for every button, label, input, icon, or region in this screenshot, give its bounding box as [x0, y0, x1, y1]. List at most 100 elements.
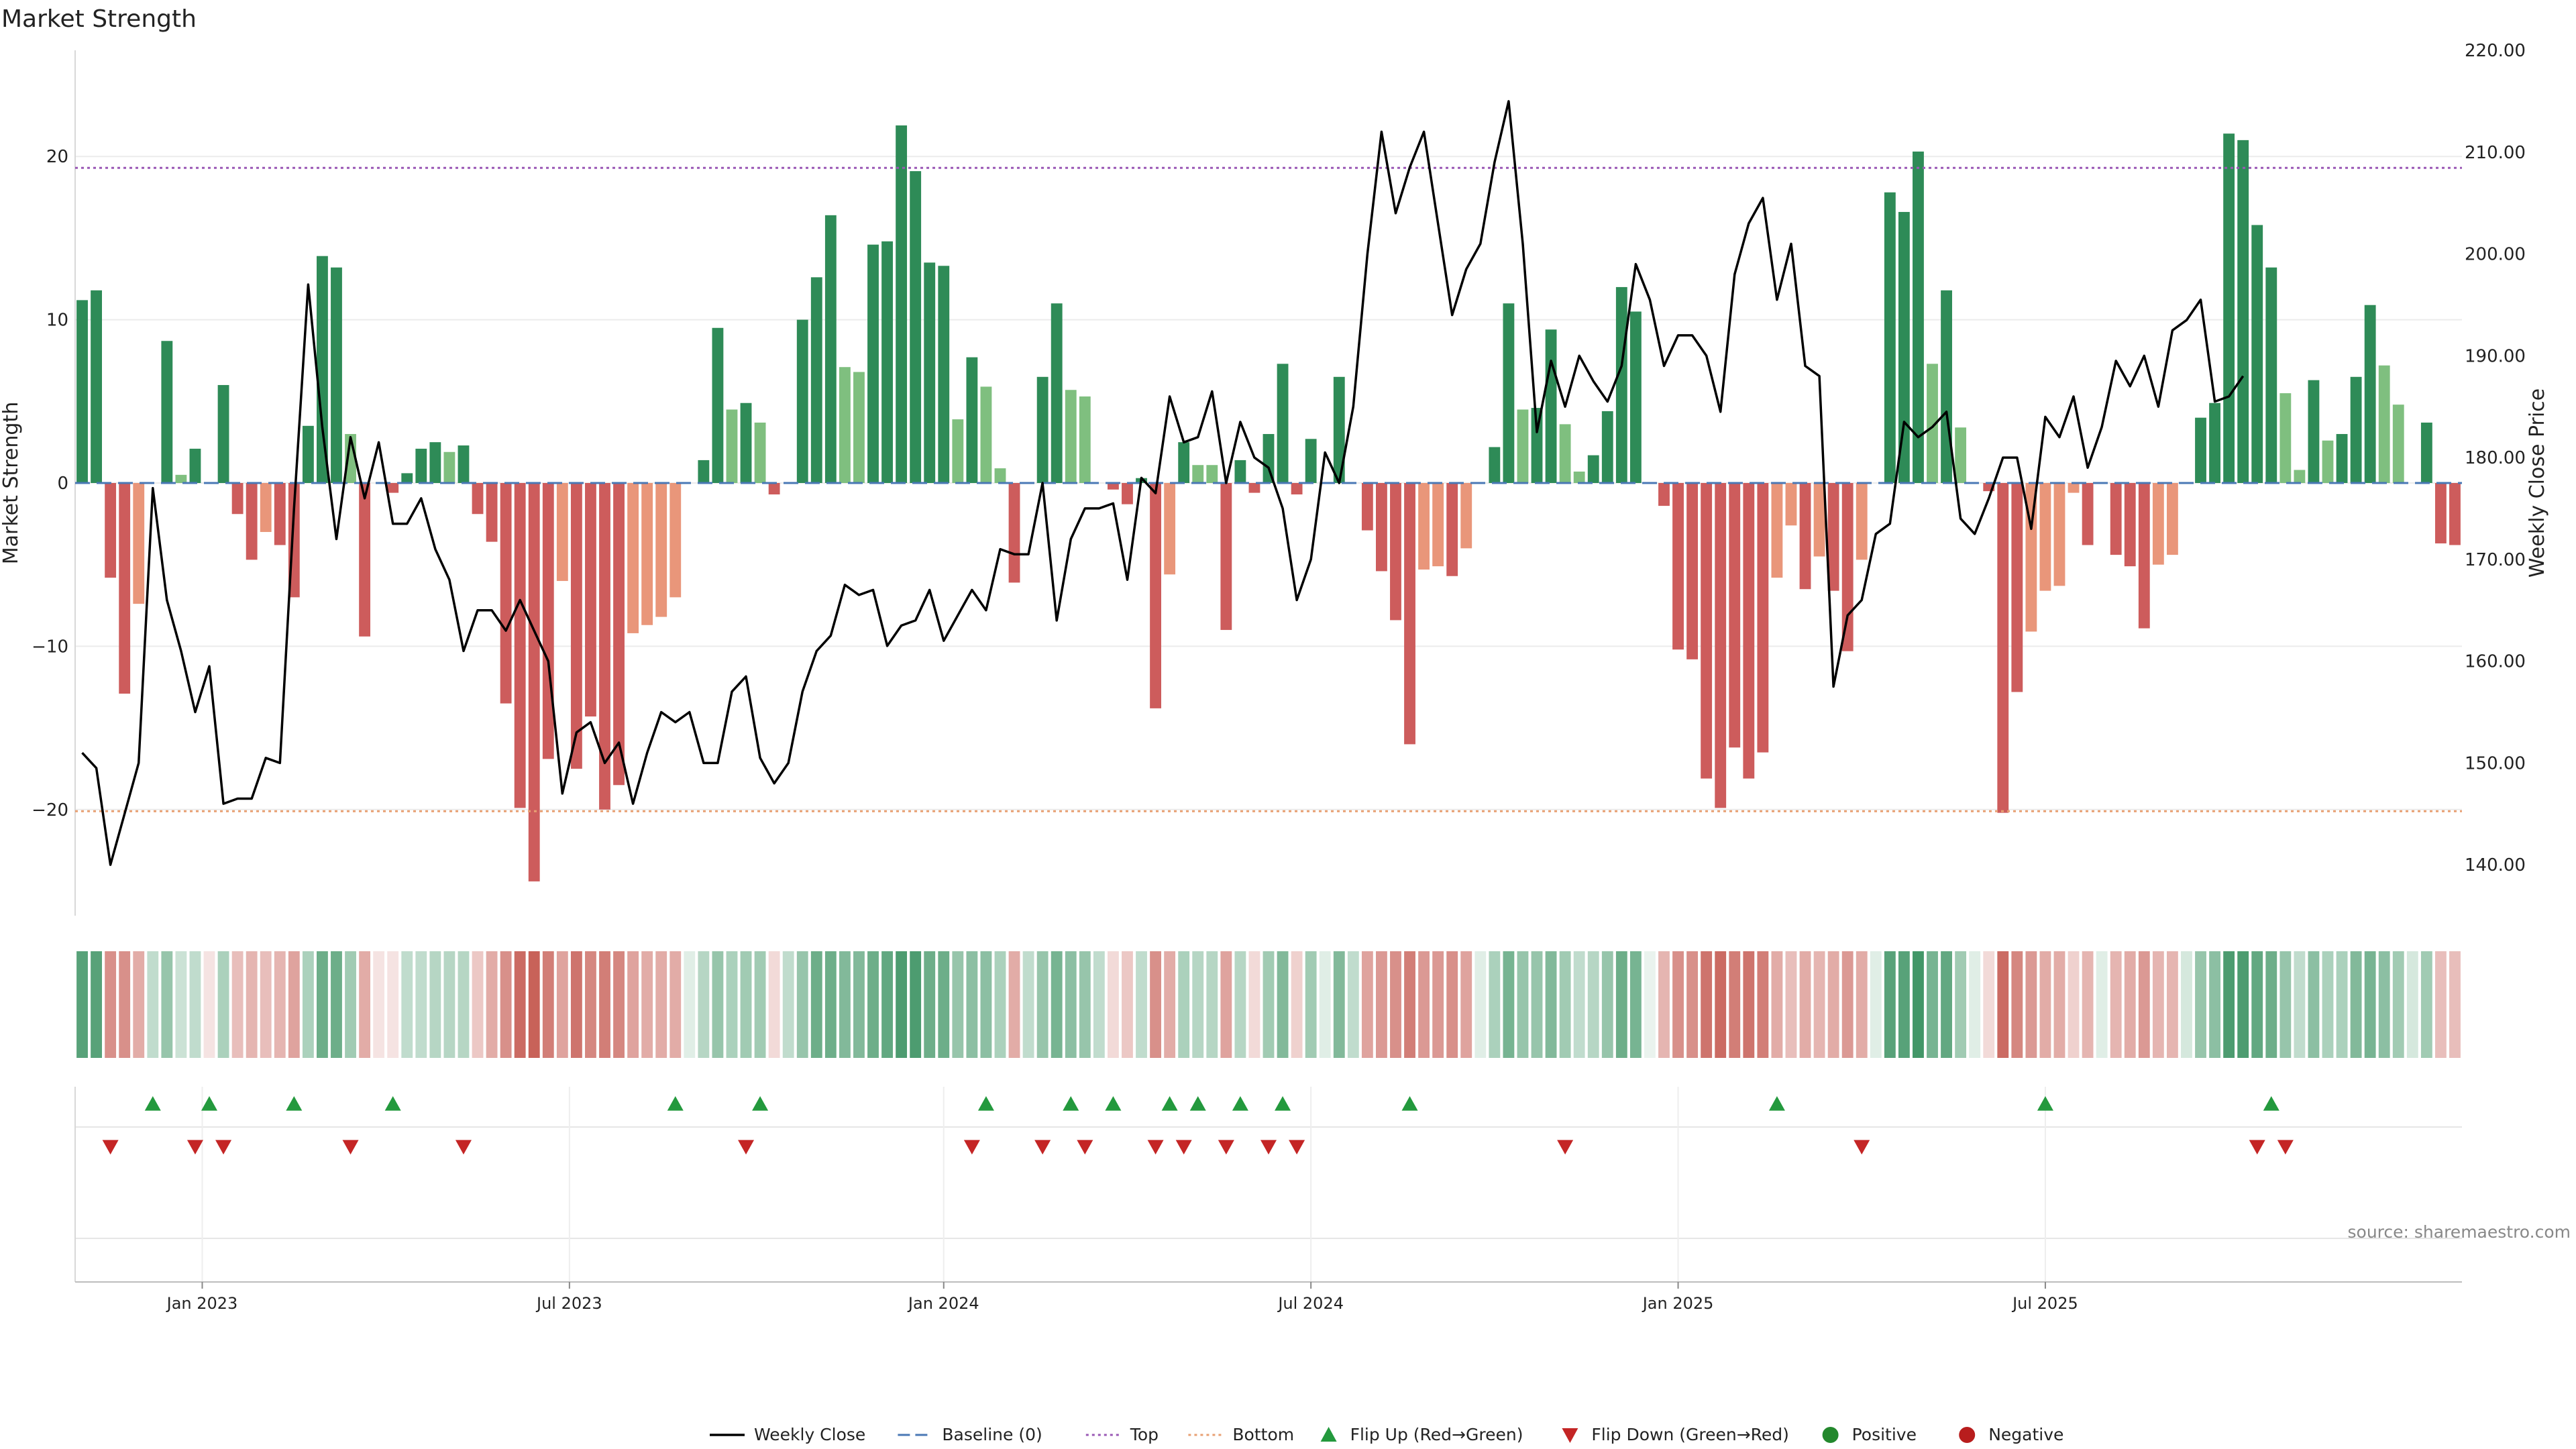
- strength-bar: [1672, 483, 1684, 650]
- heat-cell: [373, 951, 385, 1058]
- heat-cell: [345, 951, 356, 1058]
- flip-up-marker: [201, 1096, 218, 1111]
- strength-bar: [585, 483, 596, 717]
- heat-cell: [669, 951, 682, 1058]
- heat-cell: [1927, 951, 1938, 1058]
- strength-bar: [2434, 483, 2447, 544]
- heat-cell: [1813, 951, 1825, 1058]
- heat-cell: [317, 951, 328, 1058]
- flip-up-marker: [2037, 1096, 2053, 1111]
- heat-cell: [1545, 951, 1557, 1058]
- strength-bar: [217, 384, 229, 483]
- heat-cell: [542, 951, 554, 1058]
- heat-cell: [1644, 951, 1656, 1058]
- date-tick-label: Jan 2023: [166, 1294, 238, 1313]
- strength-bar: [1446, 483, 1458, 576]
- strength-bar: [2378, 365, 2390, 483]
- heat-cell: [1997, 951, 2009, 1058]
- legend-item-bottom: Bottom: [1188, 1425, 1294, 1444]
- strength-bar: [2152, 483, 2164, 565]
- heat-cell: [161, 951, 173, 1058]
- heat-cell: [119, 951, 131, 1058]
- strength-bar: [1404, 483, 1415, 745]
- flip-markers: [74, 1087, 2462, 1282]
- chart-title: Market Strength: [1, 5, 197, 33]
- heat-cell: [105, 951, 117, 1058]
- legend-label: Bottom: [1232, 1425, 1294, 1444]
- heat-cell: [1955, 951, 1967, 1058]
- strength-bar: [1587, 455, 1599, 483]
- heat-cell: [768, 951, 780, 1058]
- heat-cell: [1333, 951, 1345, 1058]
- heat-cell: [91, 951, 103, 1058]
- strength-bar: [1997, 483, 2009, 813]
- strength-bar: [810, 277, 822, 483]
- heat-cell: [147, 951, 159, 1058]
- heat-cell: [994, 951, 1006, 1058]
- heat-cell: [1601, 951, 1613, 1058]
- strength-bar: [1785, 483, 1797, 526]
- strength-bar: [2279, 393, 2292, 483]
- strength-bar: [1234, 460, 1246, 483]
- strength-bar: [317, 256, 328, 483]
- heat-cell: [1093, 951, 1105, 1058]
- strength-bar: [76, 300, 88, 483]
- heat-cell: [655, 951, 667, 1058]
- strength-bar: [1884, 192, 1896, 483]
- flip-up-marker: [1232, 1096, 1248, 1111]
- strength-bar: [2336, 433, 2348, 483]
- strength-bar: [472, 483, 484, 515]
- strength-bar: [2294, 470, 2306, 483]
- strength-bar: [1489, 447, 1501, 483]
- heat-cell: [2251, 951, 2263, 1058]
- heat-cell: [613, 951, 625, 1058]
- flip-down-marker: [1218, 1140, 1234, 1155]
- heat-cell: [556, 951, 568, 1058]
- strength-bar: [556, 483, 568, 582]
- strength-bar: [260, 483, 272, 533]
- heat-cell: [1983, 951, 1995, 1058]
- heat-cell: [2011, 951, 2023, 1058]
- heat-cell: [1220, 951, 1232, 1058]
- left-tick-label: −10: [32, 637, 68, 657]
- strength-bar: [1686, 483, 1699, 659]
- date-tick-label: Jul 2025: [2011, 1294, 2078, 1313]
- heat-cell: [1785, 951, 1797, 1058]
- heat-cell: [2053, 951, 2065, 1058]
- strength-bar: [231, 483, 244, 515]
- heat-cell: [641, 951, 653, 1058]
- strength-bar: [712, 327, 724, 483]
- heat-cell: [1729, 951, 1741, 1058]
- right-tick-label: 170.00: [2465, 550, 2526, 570]
- heat-cell: [2237, 951, 2249, 1058]
- heat-cell: [740, 951, 752, 1058]
- strength-bar: [1460, 483, 1472, 549]
- heat-cell: [486, 951, 498, 1058]
- flip-down-marker: [2249, 1140, 2265, 1155]
- heat-cell: [2124, 951, 2136, 1058]
- heat-cell: [698, 951, 710, 1058]
- strength-bar: [1206, 465, 1218, 483]
- strength-bar: [161, 341, 173, 483]
- strength-bar: [119, 483, 131, 694]
- left-axis-label: Market Strength: [0, 402, 23, 564]
- strength-bar: [938, 266, 950, 483]
- strength-bar: [2308, 380, 2320, 483]
- strength-bar: [2166, 483, 2178, 555]
- heat-cell: [1418, 951, 1430, 1058]
- strength-bar: [1757, 483, 1769, 753]
- strength-bar: [1813, 483, 1825, 557]
- flip-down-marker: [963, 1140, 980, 1155]
- right-tick-label: 200.00: [2465, 245, 2526, 265]
- heat-cell: [1150, 951, 1161, 1058]
- legend-label: Flip Down (Green→Red): [1591, 1425, 1789, 1444]
- strength-bar: [528, 483, 540, 881]
- flip-up-marker: [286, 1096, 303, 1111]
- strength-bar: [2138, 483, 2150, 629]
- date-tick-label: Jul 2024: [1277, 1294, 1344, 1313]
- strength-bar: [853, 372, 865, 483]
- heat-cell: [712, 951, 724, 1058]
- strength-bar: [1531, 408, 1543, 483]
- heat-cell: [514, 951, 526, 1058]
- heat-cell: [2406, 951, 2418, 1058]
